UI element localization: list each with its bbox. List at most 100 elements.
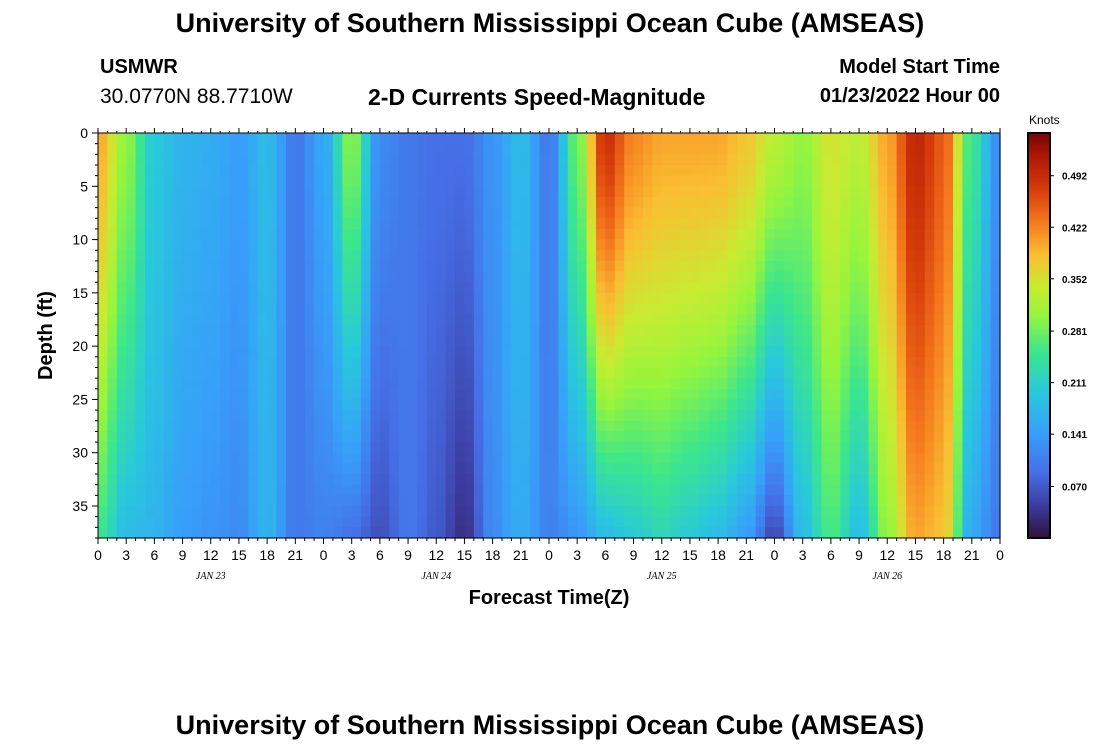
heatmap-cell <box>379 260 390 273</box>
heatmap-cell <box>436 133 447 145</box>
heatmap-cell <box>191 474 202 486</box>
heatmap-cell <box>924 292 935 305</box>
heatmap-cell <box>971 356 982 369</box>
heatmap-cell <box>915 431 926 443</box>
heatmap-cell <box>812 442 823 454</box>
heatmap-cell <box>802 154 813 166</box>
heatmap-cell <box>323 431 334 443</box>
heatmap-cell <box>680 335 691 347</box>
heatmap-cell <box>595 239 606 251</box>
heatmap-cell <box>671 442 682 454</box>
heatmap-cell <box>191 164 202 177</box>
heatmap-cell <box>943 495 954 507</box>
x-tick-label: 6 <box>601 547 609 563</box>
heatmap-cell <box>107 335 118 347</box>
heatmap-cell <box>708 506 719 518</box>
heatmap-cell <box>971 367 982 379</box>
heatmap-cell <box>361 474 372 486</box>
heatmap-cell <box>689 495 700 507</box>
heatmap-cell <box>642 506 653 518</box>
heatmap-cell <box>849 356 860 369</box>
heatmap-cell <box>530 143 541 155</box>
heatmap-cell <box>595 399 606 411</box>
heatmap-cell <box>821 239 832 251</box>
heatmap-cell <box>943 516 954 528</box>
heatmap-cell <box>859 399 870 411</box>
heatmap-cell <box>417 260 428 273</box>
heatmap-cell <box>304 367 315 379</box>
heatmap-cell <box>539 463 550 475</box>
heatmap-cell <box>727 410 738 422</box>
heatmap-cell <box>201 260 212 273</box>
heatmap-cell <box>455 239 466 251</box>
heatmap-cell <box>793 484 804 496</box>
heatmap-cell <box>849 474 860 486</box>
heatmap-cell <box>398 346 409 358</box>
heatmap-cell <box>727 218 738 230</box>
heatmap-cell <box>361 175 372 187</box>
heatmap-cell <box>793 506 804 518</box>
heatmap-cell <box>934 292 945 305</box>
heatmap-cell <box>370 452 381 464</box>
heatmap-cell <box>379 463 390 475</box>
x-tick-label: 6 <box>150 547 158 563</box>
heatmap-cell <box>830 378 841 390</box>
heatmap-cell <box>962 335 973 347</box>
heatmap-cell <box>981 346 992 358</box>
heatmap-cell <box>520 506 531 518</box>
heatmap-cell <box>802 420 813 433</box>
heatmap-cell <box>765 133 776 145</box>
heatmap-cell <box>436 452 447 464</box>
heatmap-cell <box>248 516 259 528</box>
heatmap-cell <box>154 218 165 230</box>
heatmap-cell <box>849 164 860 177</box>
heatmap-cell <box>680 133 691 145</box>
heatmap-cell <box>981 495 992 507</box>
chart-subtitle: 2-D Currents Speed-Magnitude <box>368 84 706 110</box>
heatmap-cell <box>652 431 663 443</box>
heatmap-cell <box>163 133 174 145</box>
heatmap-cell <box>558 399 569 411</box>
heatmap-cell <box>502 228 513 241</box>
heatmap-cell <box>934 474 945 486</box>
heatmap-cell <box>511 133 522 145</box>
heatmap-cell <box>689 303 700 315</box>
heatmap-cell <box>314 186 325 198</box>
heatmap-cell <box>746 527 757 539</box>
heatmap-cell <box>718 133 729 145</box>
heatmap-cell <box>285 474 296 486</box>
heatmap-cell <box>689 463 700 475</box>
heatmap-cell <box>586 463 597 475</box>
heatmap-cell <box>567 506 578 518</box>
heatmap-cell <box>971 484 982 496</box>
heatmap-cell <box>868 207 879 219</box>
heatmap-cell <box>126 388 137 401</box>
heatmap-cell <box>238 207 249 219</box>
heatmap-cell <box>408 367 419 379</box>
heatmap-cell <box>896 335 907 347</box>
heatmap-cell <box>962 218 973 230</box>
heatmap-cell <box>398 463 409 475</box>
heatmap-cell <box>135 324 146 337</box>
heatmap-cell <box>520 335 531 347</box>
heatmap-cell <box>98 250 108 262</box>
heatmap-cell <box>567 346 578 358</box>
heatmap-cell <box>408 399 419 411</box>
heatmap-cell <box>990 154 1001 166</box>
heatmap-cell <box>661 143 672 155</box>
heatmap-cell <box>314 506 325 518</box>
heatmap-cell <box>351 292 362 305</box>
heatmap-cell <box>783 164 794 177</box>
heatmap-cell <box>201 207 212 219</box>
heatmap-cell <box>680 207 691 219</box>
heatmap-cell <box>520 314 531 326</box>
heatmap-cell <box>765 271 776 283</box>
heatmap-cell <box>774 388 785 401</box>
heatmap-cell <box>652 495 663 507</box>
heatmap-cell <box>154 282 165 294</box>
heatmap-cell <box>605 484 616 496</box>
heatmap-cell <box>812 303 823 315</box>
heatmap-cell <box>567 367 578 379</box>
heatmap-cell <box>483 410 494 422</box>
heatmap-cell <box>295 420 306 433</box>
